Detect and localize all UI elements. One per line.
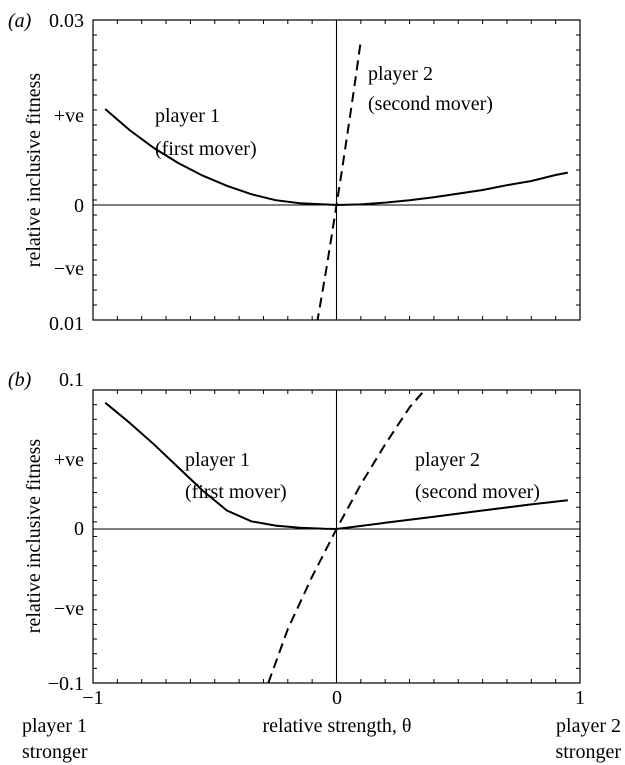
panel-b-ytick-top: 0.1 [59,369,84,391]
panel-a-ytick-bottom: 0.01 [49,313,84,335]
panel-a-series-1-label-line2: (first mover) [155,138,257,160]
panel-b-series-1-line [104,401,568,531]
panel-b-series-2-label-line1: player 2 [415,449,480,471]
panel-b-xtick-right: 1 [575,687,585,709]
panel-b-xtick-left: −1 [82,687,103,709]
panel-a-y-axis-label: relative inclusive fitness [23,73,45,268]
x-end-right-line1: player 2 [556,715,621,737]
panel-b-series-2-label-line2: (second mover) [415,481,540,503]
panel-a-series-1-label-line1: player 1 [155,105,220,127]
panel-b-label: (b) [8,369,32,391]
panel-b-series-1-label-line1: player 1 [185,449,250,471]
panel-a-series-2-line [316,39,362,320]
panel-b-ytick-zero: 0 [74,518,84,540]
panel-a-frame-ticks [92,19,581,321]
panel-a-ytick-neg: −ve [54,258,84,280]
panel-b-ytick-bottom: −0.1 [48,673,84,695]
panel-a-ytick-top: 0.03 [49,10,84,32]
panel-a: (a) relative inclusive fitness 0.03 +ve … [8,10,581,335]
panel-a-series-2-label-line1: player 2 [368,63,433,85]
panel-b-xtick-mid: 0 [332,687,342,709]
panel-a-series-2-label-line2: (second mover) [368,93,493,115]
x-end-left-line2: stronger [22,741,88,763]
panel-a-ytick-pos: +ve [54,105,84,127]
panel-b: (b) relative inclusive fitness 0.1 +ve 0… [8,369,621,763]
panel-b-series-1-label-line2: (first mover) [185,481,287,503]
x-end-left-line1: player 1 [22,715,87,737]
panel-a-label: (a) [8,10,32,32]
panel-b-frame-ticks [92,389,581,684]
panel-b-ytick-pos: +ve [54,449,84,471]
panel-b-y-axis-label: relative inclusive fitness [23,439,45,634]
x-axis-label: relative strength, θ [263,715,412,737]
panel-b-ytick-neg: −ve [54,598,84,620]
x-end-right-line2: stronger [555,741,621,763]
panel-a-ytick-zero: 0 [74,195,84,217]
